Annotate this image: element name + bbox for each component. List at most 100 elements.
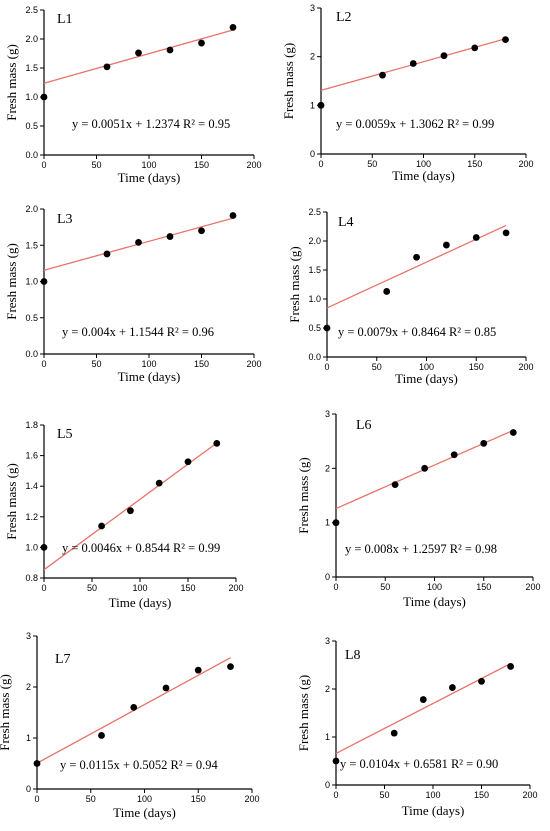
regression-annotation: y = 0.0059x + 1.3062 R² = 0.99 bbox=[336, 117, 494, 131]
y-tick-label: 1.6 bbox=[25, 451, 38, 461]
x-axis-title: Time (days) bbox=[113, 805, 176, 820]
y-axis-title: Fresh mass (g) bbox=[0, 674, 12, 751]
x-tick-label: 150 bbox=[194, 160, 209, 170]
x-tick-label: 50 bbox=[87, 583, 97, 593]
y-tick-label: 0.5 bbox=[25, 313, 38, 323]
data-point bbox=[409, 60, 417, 67]
x-tick-label: 100 bbox=[137, 794, 152, 804]
data-point bbox=[135, 49, 142, 57]
data-point bbox=[229, 212, 237, 219]
y-axis-title: Fresh mass (g) bbox=[296, 675, 311, 752]
data-point bbox=[419, 696, 427, 703]
regression-annotation: y = 0.004x + 1.1544 R² = 0.96 bbox=[62, 325, 214, 339]
y-tick-label: 1.2 bbox=[25, 512, 38, 522]
fit-line bbox=[335, 662, 511, 754]
panel-l5: 0 50 100 150 200 0.8 1.0 1.2 1.4 1.6 1.8 L5 y = 0.00… bbox=[4, 420, 244, 610]
y-tick-label: 1.0 bbox=[25, 542, 38, 552]
x-tick-label: 150 bbox=[474, 790, 489, 800]
panel-title: L3 bbox=[57, 212, 73, 227]
x-tick-label: 50 bbox=[91, 160, 101, 170]
y-tick-label: 1.0 bbox=[25, 277, 38, 287]
data-point bbox=[103, 63, 111, 71]
panel-l8: 0 50 100 150 200 0 1 2 3 L8 y = 0.0104x + 0.6581 R… bbox=[296, 636, 538, 818]
y-axis-title: Fresh mass (g) bbox=[296, 457, 311, 534]
panel-title: L7 bbox=[55, 652, 71, 667]
x-axis-title: Time (days) bbox=[392, 168, 455, 183]
x-tick-label: 200 bbox=[244, 794, 259, 804]
regression-annotation: y = 0.0104x + 0.6581 R² = 0.90 bbox=[340, 757, 498, 771]
y-tick-label: 0 bbox=[325, 572, 330, 582]
y-axis-title: Fresh mass (g) bbox=[4, 243, 19, 320]
y-tick-label: 2.0 bbox=[25, 34, 38, 44]
x-tick-label: 200 bbox=[228, 583, 243, 593]
data-point bbox=[332, 519, 340, 527]
y-tick-label: 0.5 bbox=[25, 121, 38, 131]
y-tick-label: 3 bbox=[325, 409, 330, 419]
y-tick-label: 1.8 bbox=[25, 420, 38, 430]
data-point bbox=[213, 439, 221, 447]
y-tick-label: 1 bbox=[325, 518, 330, 528]
y-tick-label: 1 bbox=[310, 100, 315, 110]
x-tick-label: 50 bbox=[380, 582, 390, 592]
x-axis-title: Time (days) bbox=[118, 170, 181, 185]
y-axis-title: Fresh mass (g) bbox=[281, 43, 296, 120]
panel-l2: 0 50 100 150 200 0 1 2 3 L2 y = 0.0059x + 1.3062 R… bbox=[281, 3, 534, 183]
data-point bbox=[103, 250, 111, 258]
y-tick-label: 1.4 bbox=[25, 481, 38, 491]
data-point bbox=[383, 288, 391, 295]
y-tick-label: 3 bbox=[325, 636, 330, 646]
data-point bbox=[155, 479, 163, 487]
panel-l1: 0 50 100 150 200 0.0 0.5 1.0 1.5 2.0 2.5 L1 y = 0.00… bbox=[4, 5, 262, 185]
data-point bbox=[379, 71, 386, 79]
data-point bbox=[478, 677, 485, 685]
x-tick-label: 150 bbox=[194, 359, 209, 369]
x-tick-label: 50 bbox=[86, 794, 96, 804]
y-tick-label: 3 bbox=[26, 631, 31, 641]
x-tick-label: 100 bbox=[141, 160, 156, 170]
data-point bbox=[507, 663, 514, 670]
data-point bbox=[194, 666, 202, 674]
x-tick-label: 200 bbox=[518, 159, 533, 169]
data-point bbox=[40, 544, 48, 551]
y-tick-label: 1.0 bbox=[308, 294, 321, 304]
y-tick-label: 0.5 bbox=[308, 323, 321, 333]
x-tick-label: 0 bbox=[34, 794, 39, 804]
data-point bbox=[40, 278, 48, 285]
y-tick-label: 2.5 bbox=[308, 207, 321, 217]
y-tick-label: 2.0 bbox=[308, 236, 321, 246]
panel-title: L5 bbox=[57, 427, 73, 442]
x-tick-label: 0 bbox=[324, 362, 329, 372]
data-point bbox=[166, 46, 174, 54]
data-point bbox=[390, 729, 398, 737]
x-axis-title: Time (days) bbox=[403, 594, 466, 609]
y-tick-label: 0.0 bbox=[25, 349, 38, 359]
regression-annotation: y = 0.0115x + 0.5052 R² = 0.94 bbox=[60, 758, 219, 772]
x-tick-label: 150 bbox=[476, 582, 491, 592]
x-tick-label: 100 bbox=[132, 583, 147, 593]
y-tick-label: 0 bbox=[26, 784, 31, 794]
x-tick-label: 0 bbox=[41, 359, 46, 369]
y-tick-label: 1 bbox=[26, 733, 31, 743]
y-tick-label: 1 bbox=[325, 732, 330, 742]
x-tick-label: 0 bbox=[333, 790, 338, 800]
data-point bbox=[391, 481, 399, 489]
x-tick-label: 150 bbox=[467, 159, 482, 169]
data-point bbox=[33, 760, 41, 767]
x-axis-title: Time (days) bbox=[395, 371, 458, 386]
x-tick-label: 200 bbox=[246, 359, 261, 369]
data-point bbox=[472, 234, 480, 241]
x-tick-label: 100 bbox=[425, 790, 440, 800]
data-point bbox=[135, 238, 142, 246]
x-tick-label: 0 bbox=[333, 582, 338, 592]
y-tick-label: 2.0 bbox=[25, 204, 38, 214]
panel-title: L4 bbox=[338, 215, 354, 230]
y-tick-label: 2 bbox=[310, 52, 315, 62]
data-point bbox=[421, 464, 429, 472]
data-point bbox=[229, 24, 237, 31]
regression-annotation: y = 0.0046x + 0.8544 R² = 0.99 bbox=[62, 541, 220, 555]
data-point bbox=[98, 732, 105, 739]
y-tick-label: 0.0 bbox=[308, 352, 321, 362]
y-tick-label: 1.5 bbox=[25, 240, 38, 250]
regression-annotation: y = 0.0079x + 0.8464 R² = 0.85 bbox=[338, 325, 496, 339]
data-point bbox=[227, 663, 234, 670]
